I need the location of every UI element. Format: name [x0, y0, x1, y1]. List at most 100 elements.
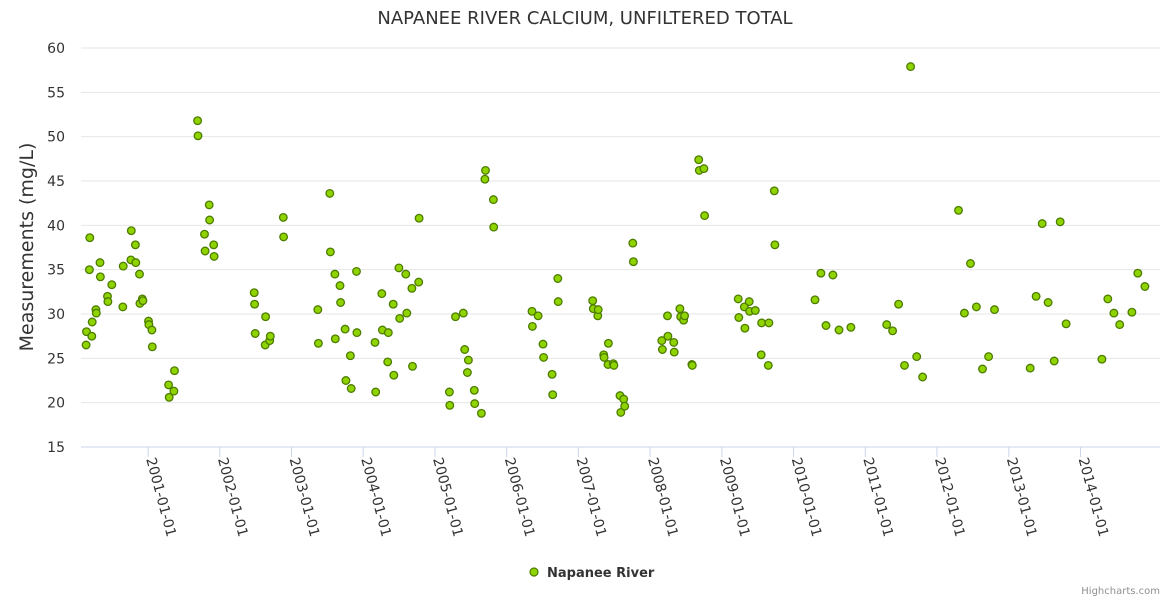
data-point[interactable] [395, 313, 405, 323]
data-point[interactable] [169, 386, 179, 396]
legend-item-napanee-river[interactable]: Napanee River [547, 566, 655, 581]
data-point[interactable] [846, 322, 856, 332]
data-point[interactable] [1127, 307, 1137, 317]
data-point[interactable] [984, 352, 994, 362]
data-point[interactable] [462, 368, 472, 377]
data-point[interactable] [401, 269, 411, 279]
data-point[interactable] [680, 311, 690, 321]
data-point[interactable] [527, 306, 537, 316]
data-point[interactable] [966, 259, 975, 268]
data-point[interactable] [527, 321, 537, 331]
data-point[interactable] [193, 116, 203, 126]
data-point[interactable] [330, 269, 340, 279]
data-point[interactable] [553, 297, 563, 307]
data-point[interactable] [469, 385, 479, 395]
data-point[interactable] [959, 308, 969, 318]
data-point[interactable] [335, 281, 345, 291]
data-point[interactable] [95, 272, 105, 282]
data-point[interactable] [313, 338, 323, 348]
data-point[interactable] [756, 350, 766, 360]
data-point[interactable] [164, 380, 174, 390]
data-point[interactable] [533, 311, 543, 321]
data-point[interactable] [657, 345, 667, 354]
data-point[interactable] [1140, 282, 1150, 291]
data-point[interactable] [620, 401, 630, 411]
data-point[interactable] [414, 277, 424, 287]
data-point[interactable] [138, 296, 148, 306]
data-point[interactable] [603, 338, 613, 348]
data-point[interactable] [547, 369, 557, 379]
data-point[interactable] [538, 339, 548, 349]
data-point[interactable] [278, 212, 288, 222]
data-point[interactable] [407, 283, 417, 293]
data-point[interactable] [460, 345, 470, 354]
data-point[interactable] [616, 407, 626, 417]
data-point[interactable] [126, 226, 136, 236]
data-point[interactable] [1049, 356, 1059, 366]
data-point[interactable] [336, 298, 346, 307]
data-point[interactable] [488, 195, 498, 205]
data-point[interactable] [740, 323, 750, 333]
data-point[interactable] [340, 324, 350, 334]
data-point[interactable] [394, 263, 404, 273]
data-point[interactable] [193, 131, 203, 141]
data-point[interactable] [489, 222, 499, 232]
data-point[interactable] [657, 336, 667, 346]
data-point[interactable] [451, 312, 460, 322]
data-point[interactable] [764, 318, 774, 328]
data-point[interactable] [81, 340, 91, 350]
data-point[interactable] [810, 295, 820, 305]
data-point[interactable] [1133, 268, 1143, 278]
data-point[interactable] [103, 297, 113, 307]
data-point[interactable] [458, 308, 468, 318]
data-point[interactable] [687, 360, 697, 370]
data-point[interactable] [209, 251, 219, 261]
data-point[interactable] [1037, 219, 1047, 229]
data-point[interactable] [84, 265, 94, 275]
data-point[interactable] [118, 261, 128, 271]
data-point[interactable] [539, 352, 549, 362]
data-point[interactable] [744, 297, 754, 307]
data-point[interactable] [1025, 363, 1035, 373]
data-point[interactable] [147, 325, 157, 335]
data-point[interactable] [377, 289, 387, 299]
data-point[interactable] [370, 337, 380, 347]
data-point[interactable] [480, 174, 490, 184]
data-point[interactable] [250, 329, 260, 338]
data-point[interactable] [346, 384, 356, 393]
data-point[interactable] [249, 288, 259, 298]
data-point[interactable] [971, 302, 981, 312]
data-point[interactable] [1055, 217, 1065, 227]
data-point[interactable] [95, 258, 105, 268]
data-point[interactable] [1043, 298, 1053, 307]
data-point[interactable] [388, 299, 398, 309]
data-point[interactable] [628, 257, 638, 267]
data-point[interactable] [200, 229, 209, 239]
legend[interactable]: Napanee River [529, 566, 655, 581]
data-point[interactable] [894, 299, 904, 309]
data-point[interactable] [619, 394, 629, 404]
data-point[interactable] [1103, 294, 1113, 304]
data-point[interactable] [470, 399, 480, 409]
data-point[interactable] [383, 328, 393, 338]
data-point[interactable] [164, 392, 174, 402]
data-point[interactable] [209, 240, 219, 250]
data-point[interactable] [588, 296, 598, 306]
data-point[interactable] [769, 186, 779, 196]
data-point[interactable] [279, 232, 289, 242]
data-point[interactable] [402, 308, 412, 318]
data-point[interactable] [341, 376, 351, 385]
data-point[interactable] [553, 274, 563, 283]
data-point[interactable] [918, 372, 928, 382]
data-point[interactable] [548, 390, 558, 400]
data-point[interactable] [261, 312, 271, 322]
data-point[interactable] [414, 213, 424, 223]
data-point[interactable] [325, 247, 335, 257]
data-point[interactable] [628, 238, 638, 248]
data-point[interactable] [204, 200, 214, 210]
data-point[interactable] [87, 317, 97, 327]
data-point[interactable] [669, 337, 679, 347]
data-point[interactable] [900, 360, 909, 370]
data-point[interactable] [699, 164, 709, 174]
data-point[interactable] [882, 320, 892, 330]
